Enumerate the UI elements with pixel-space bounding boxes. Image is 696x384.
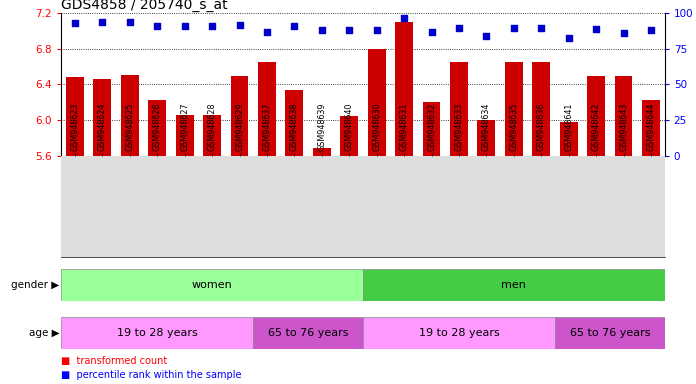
Text: women: women bbox=[191, 280, 232, 290]
Point bbox=[481, 33, 492, 39]
Point bbox=[618, 30, 629, 36]
Bar bbox=[395, 22, 413, 156]
Bar bbox=[532, 62, 550, 156]
Bar bbox=[66, 77, 84, 156]
Bar bbox=[560, 122, 578, 156]
Bar bbox=[148, 101, 166, 156]
Point bbox=[453, 25, 464, 31]
Point bbox=[125, 19, 136, 25]
Point bbox=[426, 29, 437, 35]
Point bbox=[316, 27, 327, 33]
Point bbox=[262, 29, 273, 35]
Bar bbox=[230, 76, 248, 156]
Point bbox=[289, 23, 300, 29]
Text: 19 to 28 years: 19 to 28 years bbox=[418, 328, 499, 338]
Bar bbox=[313, 148, 331, 156]
Bar bbox=[253, 317, 363, 349]
Text: 19 to 28 years: 19 to 28 years bbox=[117, 328, 198, 338]
Point bbox=[152, 23, 163, 29]
Text: GDS4858 / 205740_s_at: GDS4858 / 205740_s_at bbox=[61, 0, 228, 12]
Text: men: men bbox=[501, 280, 526, 290]
Bar bbox=[505, 62, 523, 156]
Text: ■  percentile rank within the sample: ■ percentile rank within the sample bbox=[61, 370, 242, 380]
Point bbox=[97, 19, 108, 25]
Text: age ▶: age ▶ bbox=[29, 328, 59, 338]
Bar bbox=[258, 62, 276, 156]
Bar bbox=[555, 317, 665, 349]
Text: 65 to 76 years: 65 to 76 years bbox=[569, 328, 650, 338]
Bar bbox=[93, 79, 111, 156]
Bar bbox=[367, 49, 386, 156]
Bar bbox=[450, 62, 468, 156]
Point bbox=[371, 27, 382, 33]
Bar bbox=[642, 101, 660, 156]
Bar bbox=[615, 76, 633, 156]
Bar bbox=[121, 75, 139, 156]
Bar bbox=[587, 76, 605, 156]
Point bbox=[179, 23, 190, 29]
Bar bbox=[363, 269, 665, 301]
Text: ■  transformed count: ■ transformed count bbox=[61, 356, 168, 366]
Point bbox=[344, 27, 355, 33]
Bar bbox=[285, 90, 303, 156]
Point bbox=[234, 22, 245, 28]
Point bbox=[207, 23, 218, 29]
Point bbox=[70, 20, 81, 26]
Point bbox=[399, 15, 410, 21]
Bar bbox=[477, 120, 496, 156]
Text: gender ▶: gender ▶ bbox=[11, 280, 59, 290]
Bar bbox=[61, 269, 363, 301]
Text: 65 to 76 years: 65 to 76 years bbox=[268, 328, 349, 338]
Bar bbox=[422, 102, 441, 156]
Bar bbox=[203, 115, 221, 156]
Point bbox=[645, 27, 656, 33]
Point bbox=[563, 35, 574, 41]
Point bbox=[508, 25, 519, 31]
Bar bbox=[61, 317, 253, 349]
Bar bbox=[340, 116, 358, 156]
Bar bbox=[363, 317, 555, 349]
Bar bbox=[176, 115, 193, 156]
Point bbox=[590, 26, 601, 32]
Point bbox=[536, 25, 547, 31]
